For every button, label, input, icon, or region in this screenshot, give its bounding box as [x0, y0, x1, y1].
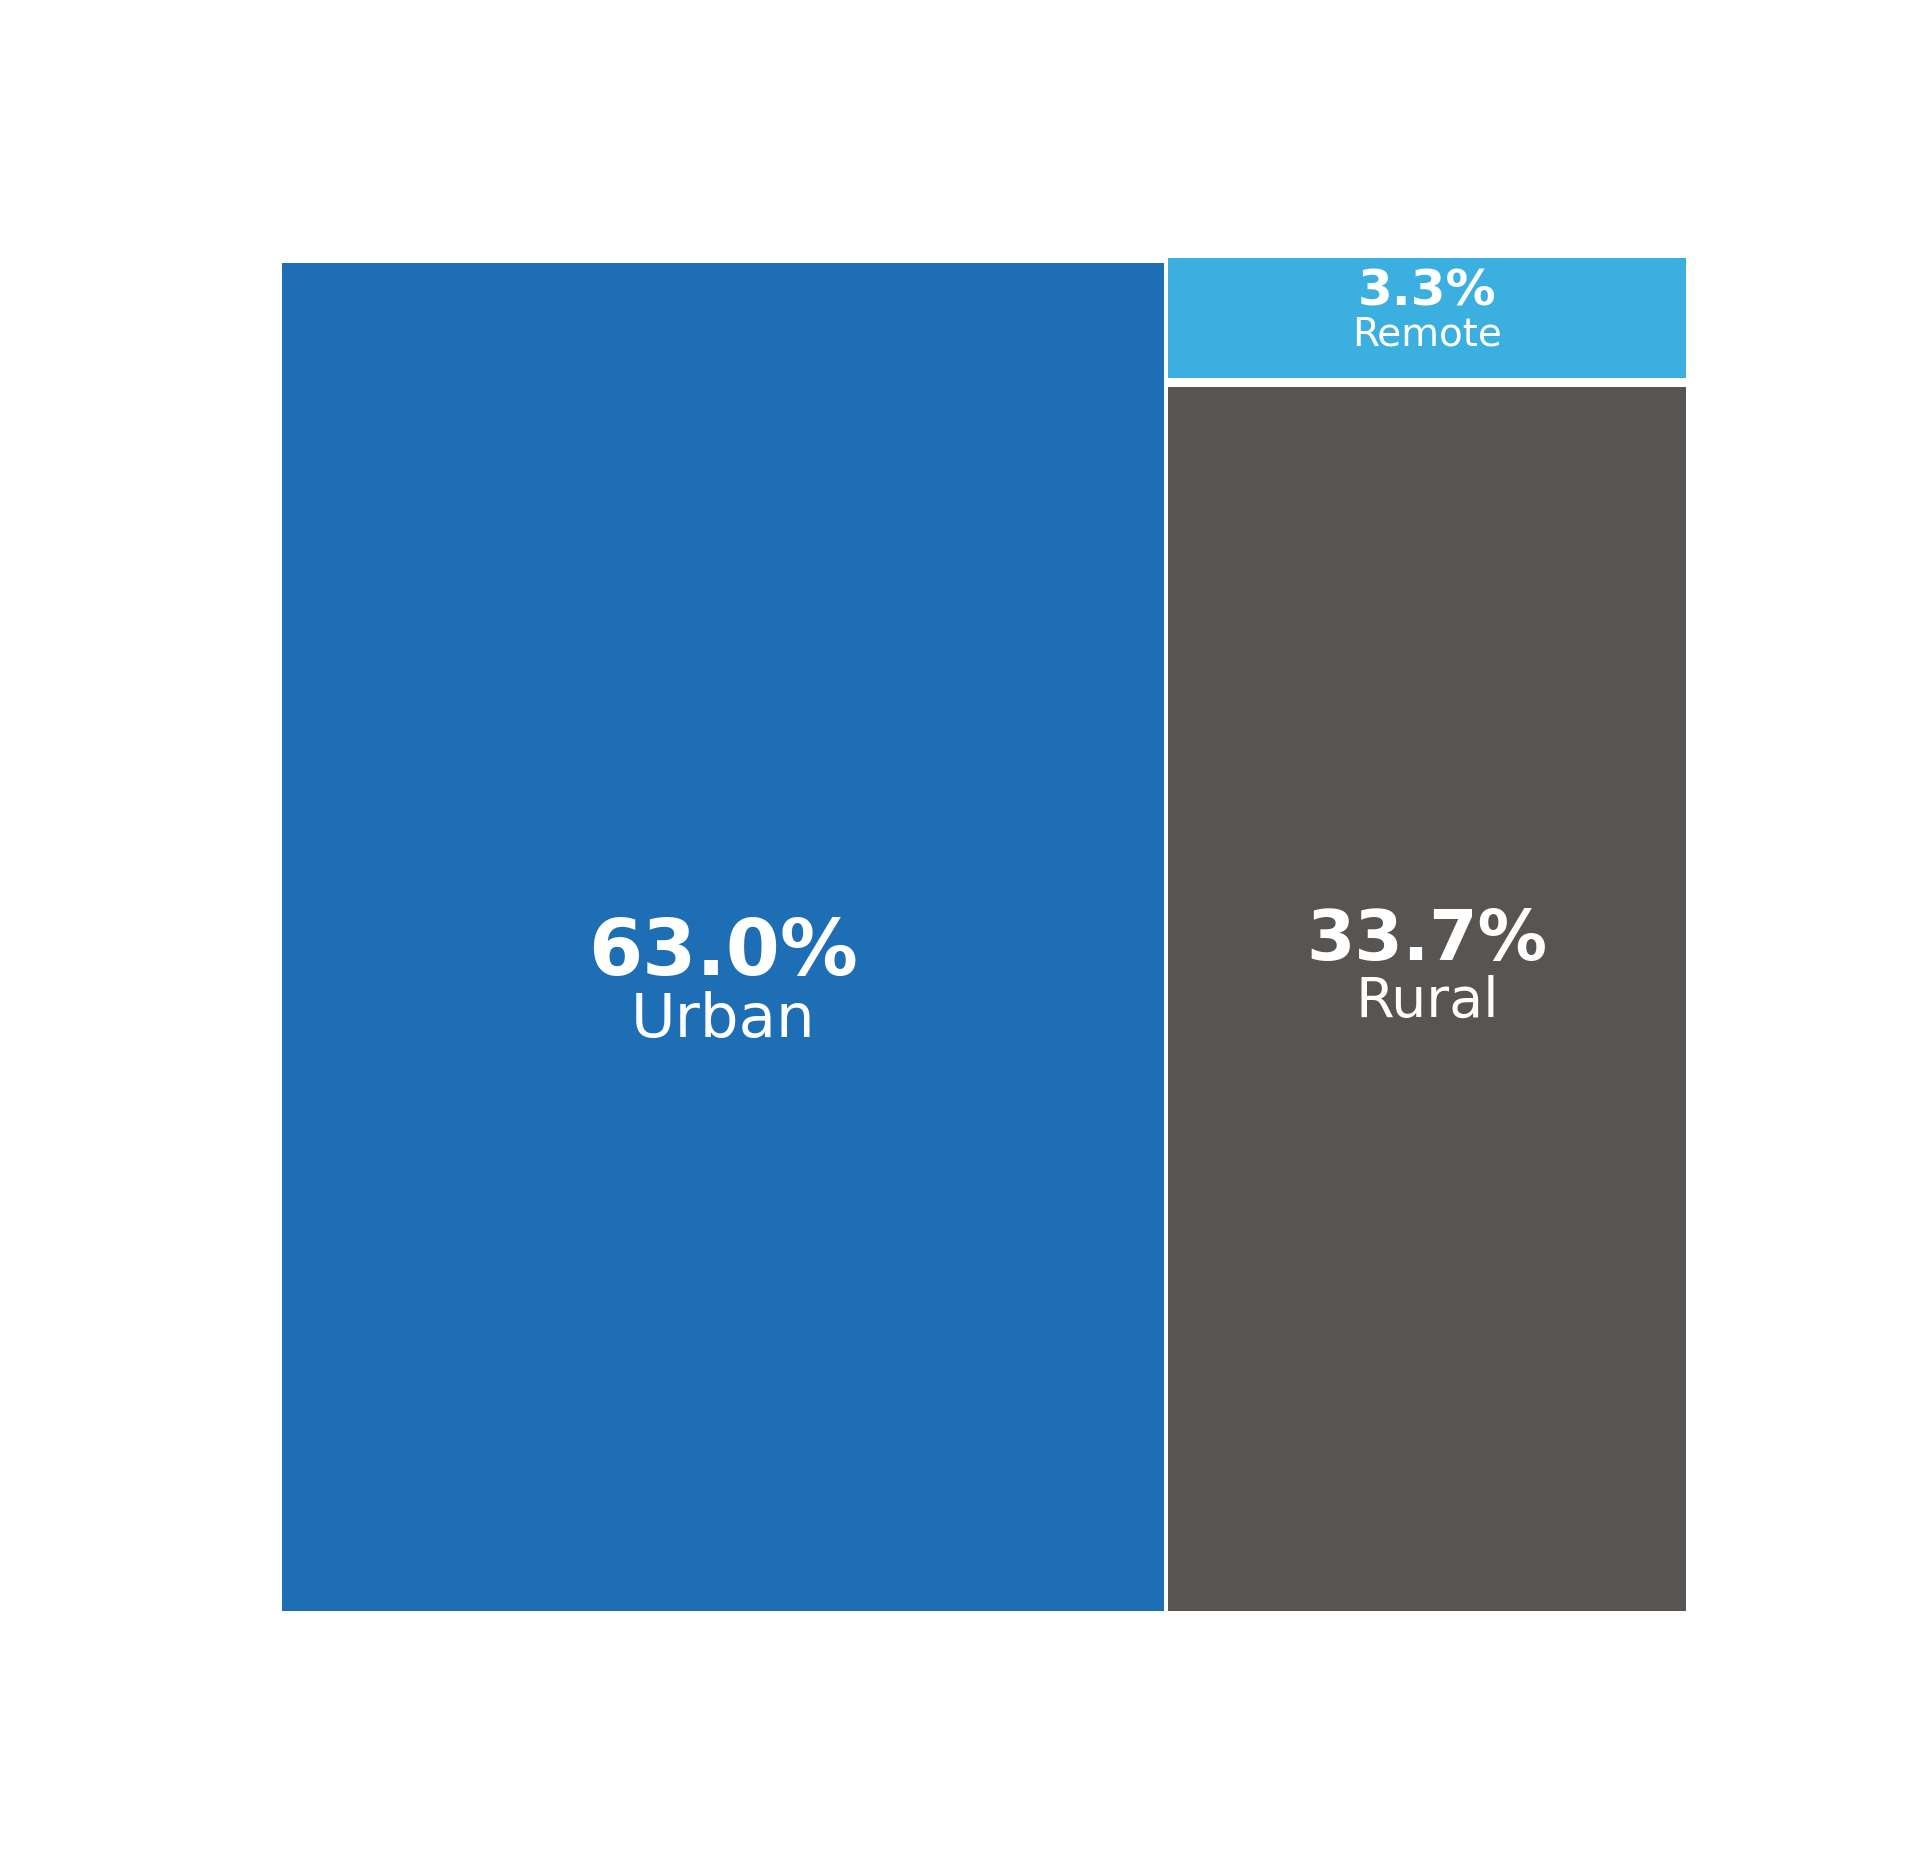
Bar — [1167, 388, 1686, 1610]
Text: 63.0%: 63.0% — [588, 915, 858, 991]
Text: Remote: Remote — [1352, 315, 1501, 354]
Text: Rural: Rural — [1356, 974, 1500, 1028]
Bar — [1167, 258, 1686, 378]
Bar — [282, 263, 1164, 1610]
Text: 3.3%: 3.3% — [1357, 267, 1496, 315]
Text: Urban: Urban — [630, 991, 816, 1050]
Text: 33.7%: 33.7% — [1308, 907, 1548, 974]
